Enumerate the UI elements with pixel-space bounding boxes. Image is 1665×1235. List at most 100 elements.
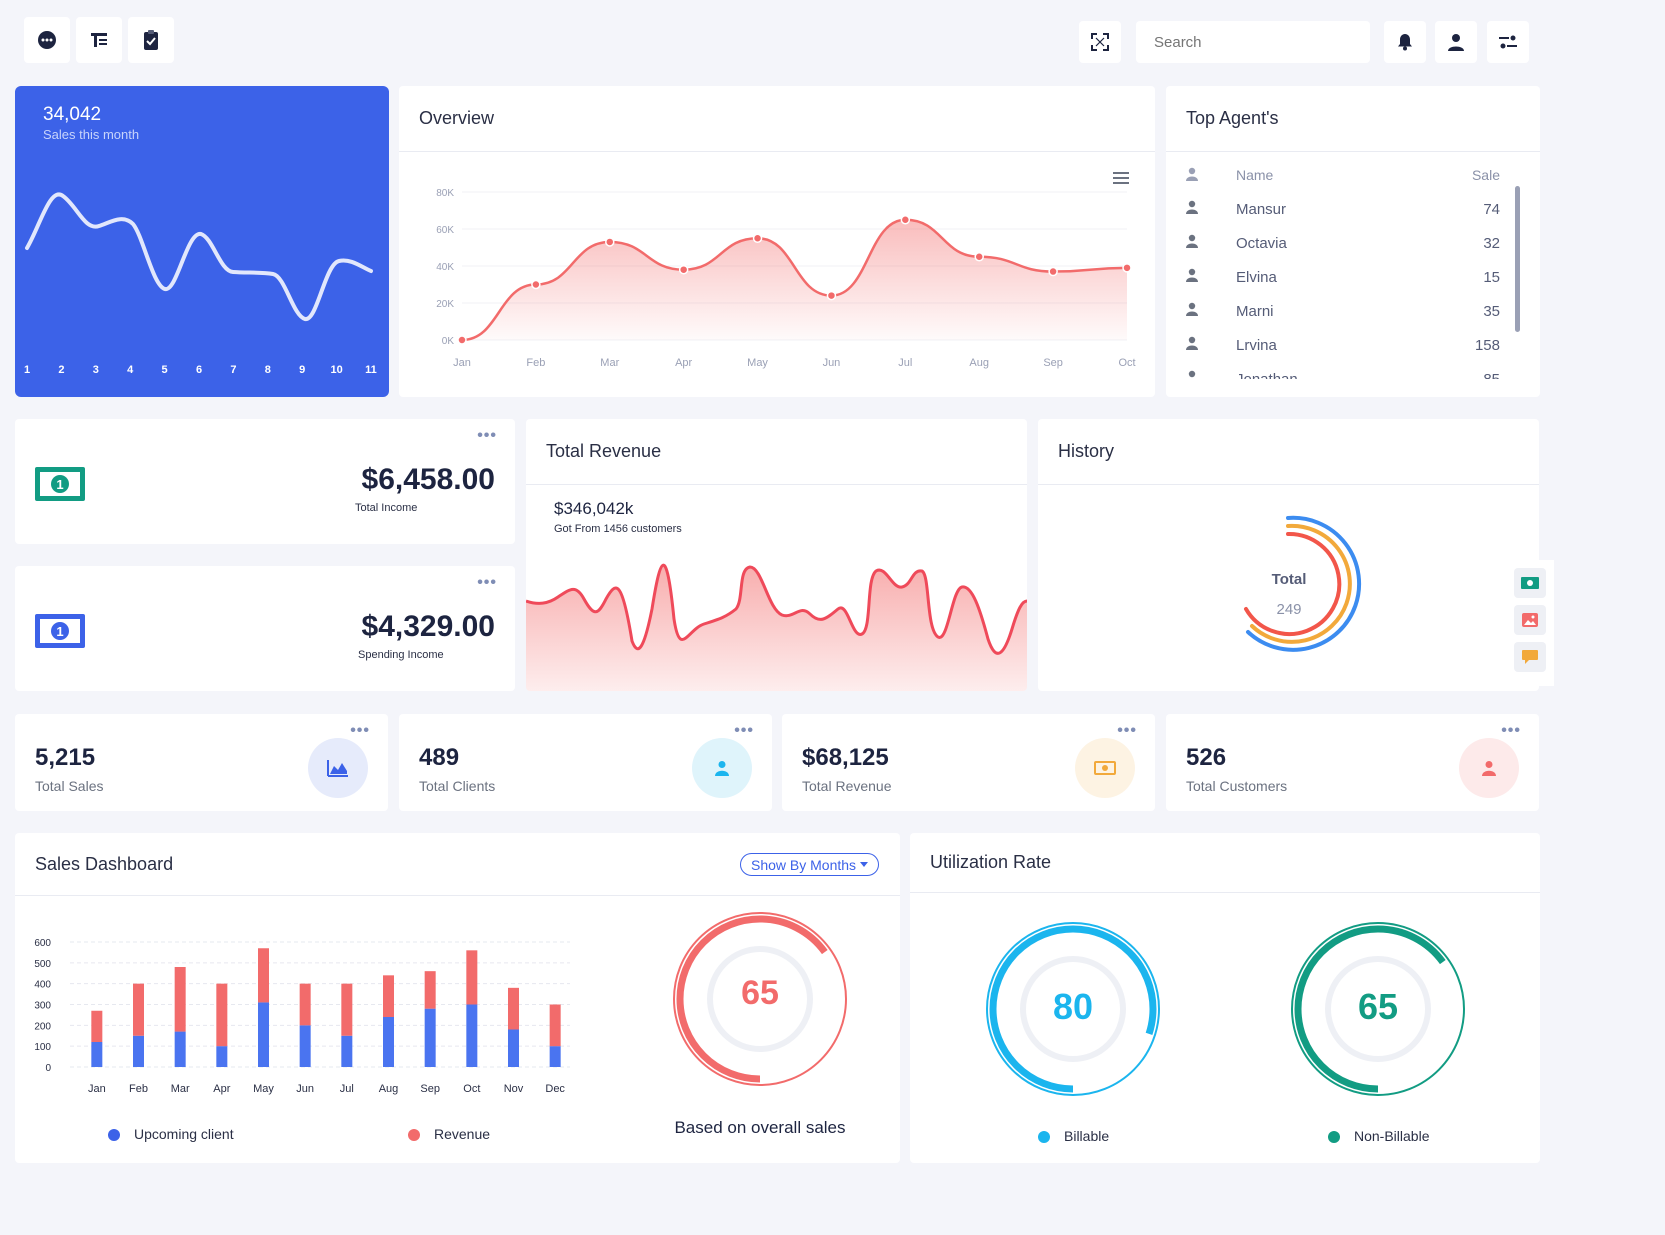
search-input[interactable] [1154, 33, 1353, 51]
bar-segment[interactable] [216, 983, 228, 1047]
tools-button[interactable] [76, 17, 122, 63]
agent-row[interactable]: Lrvina 158 [1166, 327, 1500, 363]
bar-segment[interactable] [299, 1025, 311, 1067]
sales-x-axis: 1 2 3 4 5 6 7 8 9 10 11 [15, 364, 389, 380]
bar-segment[interactable] [383, 1017, 394, 1067]
bar-segment[interactable] [216, 1046, 228, 1067]
legend-upcoming-label: Upcoming client [134, 1126, 234, 1142]
overview-point[interactable] [826, 290, 837, 301]
x-tick-label: Dec [545, 1083, 565, 1095]
bar-segment[interactable] [91, 1010, 103, 1042]
stat-icon-circle [1075, 738, 1135, 798]
bar-segment[interactable] [341, 1035, 353, 1067]
history-total-value: 249 [1276, 601, 1302, 618]
overview-point[interactable] [605, 237, 615, 247]
chat-button[interactable] [24, 17, 70, 63]
agent-row[interactable]: Octavia 32 [1166, 225, 1500, 261]
bar-segment[interactable] [133, 1035, 144, 1067]
settings-icon [1499, 35, 1517, 49]
total-income-value: $6,458.00 [361, 463, 495, 496]
agent-row[interactable]: Jonathan 85 [1166, 361, 1500, 379]
overview-point[interactable] [974, 252, 984, 262]
x-tick-label: Aug [379, 1083, 399, 1095]
more-options-icon[interactable]: ••• [1117, 722, 1137, 739]
user-icon [1188, 370, 1196, 378]
gauge-inner-circle [707, 946, 813, 1052]
profile-button[interactable] [1435, 21, 1477, 63]
y-tick-label: 20K [436, 299, 454, 310]
agent-sale: 32 [1483, 234, 1500, 252]
agent-sale: 35 [1483, 302, 1500, 320]
x-tick-label: Apr [675, 357, 692, 369]
sales-bar-chart: 0 100 200 300 400 500 600 Jan Feb Mar Apr May Jun Jul… [34, 938, 570, 1095]
bar-segment[interactable] [91, 1042, 103, 1067]
banknote-icon: 1 [35, 467, 85, 501]
agent-row[interactable]: Marni 35 [1166, 293, 1500, 329]
more-options-icon[interactable]: ••• [734, 722, 754, 739]
x-tick-label: Jan [453, 357, 471, 369]
bar-segment[interactable] [424, 971, 436, 1009]
bar-segment[interactable] [508, 987, 519, 1030]
agent-row[interactable]: Mansur 74 [1166, 191, 1500, 227]
total-income-label: Total Income [355, 502, 418, 514]
chart-menu-icon[interactable] [1113, 172, 1129, 184]
bar-segment[interactable] [549, 1046, 561, 1067]
utilization-rate-card: Utilization Rate 80 65 Billable Non-Bill… [910, 833, 1540, 1163]
gauge-caption: Based on overall sales [674, 1118, 846, 1137]
more-options-icon[interactable]: ••• [477, 427, 497, 444]
agents-header: Name Sale [1166, 157, 1500, 193]
quick-message-button[interactable] [1514, 642, 1546, 672]
y-tick-label: 80K [436, 188, 454, 199]
bar-segment[interactable] [508, 1029, 519, 1068]
legend-dot [1038, 1131, 1050, 1144]
spending-income-card: ••• 1 $4,329.00 Spending Income [15, 566, 515, 691]
show-by-months-dropdown[interactable]: Show By Months [740, 853, 880, 876]
x-tick-label: May [747, 357, 768, 369]
x-tick-label: Jul [898, 357, 912, 369]
agent-name: Elvina [1236, 268, 1277, 286]
x-tick-label: Jun [296, 1083, 314, 1095]
x-tick-label: May [253, 1083, 274, 1095]
fullscreen-button[interactable] [1079, 21, 1121, 63]
overview-point[interactable] [1048, 266, 1058, 277]
x-tick-label: Mar [171, 1083, 190, 1095]
bar-segment[interactable] [174, 967, 186, 1032]
banknote-icon: 1 [35, 614, 85, 648]
settings-button[interactable] [1487, 21, 1529, 63]
sales-dashboard-title: Sales Dashboard [15, 833, 900, 896]
history-radial-chart [1244, 515, 1362, 652]
bar-segment[interactable] [258, 1002, 269, 1067]
stat-icon-circle [692, 738, 752, 798]
legend-revenue: Revenue [408, 1126, 490, 1142]
bar-segment[interactable] [466, 950, 478, 1005]
x-tick-label: Feb [526, 357, 545, 369]
overview-point[interactable] [457, 335, 467, 345]
overview-point[interactable] [1122, 263, 1132, 273]
overview-point[interactable] [531, 279, 541, 290]
overview-point[interactable] [678, 264, 689, 275]
agent-row[interactable]: Elvina 15 [1166, 259, 1500, 295]
bar-segment[interactable] [258, 948, 269, 1003]
bar-segment[interactable] [424, 1008, 436, 1067]
bar-segment[interactable] [383, 975, 394, 1017]
agents-scrollbar[interactable] [1515, 186, 1520, 332]
y-tick-label: 0 [45, 1063, 51, 1074]
clipboard-button[interactable] [128, 17, 174, 63]
quick-money-button[interactable] [1514, 568, 1546, 598]
stat-card: ••• 526 Total Customers [1166, 714, 1539, 811]
bar-segment[interactable] [549, 1004, 561, 1047]
bar-segment[interactable] [466, 1004, 478, 1068]
quick-image-button[interactable] [1514, 605, 1546, 635]
bar-segment[interactable] [174, 1031, 186, 1067]
y-tick-label: 60K [436, 225, 454, 236]
notifications-button[interactable] [1384, 21, 1426, 63]
more-options-icon[interactable]: ••• [477, 574, 497, 591]
overview-point[interactable] [900, 215, 911, 225]
bar-segment[interactable] [133, 983, 144, 1036]
more-options-icon[interactable]: ••• [1501, 722, 1521, 739]
bar-segment[interactable] [299, 983, 311, 1026]
bar-segment[interactable] [341, 983, 353, 1036]
overview-point[interactable] [752, 233, 763, 243]
more-options-icon[interactable]: ••• [350, 722, 370, 739]
sales-x-label: 5 [161, 364, 168, 376]
